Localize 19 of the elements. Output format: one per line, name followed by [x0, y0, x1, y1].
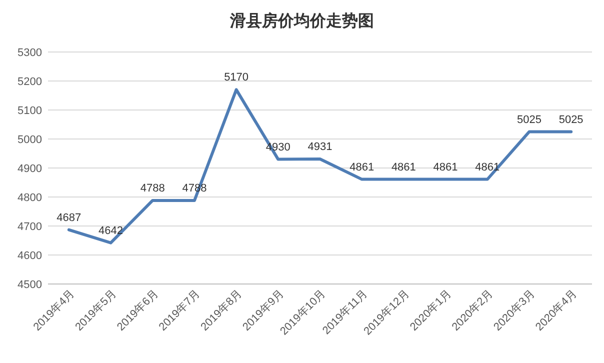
data-label: 4788	[140, 182, 165, 194]
y-tick-label: 4900	[18, 163, 42, 175]
data-label: 4931	[308, 141, 332, 154]
chart-title: 滑县房价均价走势图	[229, 11, 374, 30]
data-label: 4861	[391, 161, 416, 174]
y-tick-label: 5000	[18, 134, 42, 146]
data-label: 5170	[224, 72, 249, 84]
y-tick-label: 4500	[18, 279, 42, 291]
data-label: 4861	[350, 161, 374, 174]
y-tick-label: 5200	[18, 76, 42, 88]
data-label: 5025	[516, 114, 542, 126]
y-tick-label: 5100	[18, 105, 42, 117]
y-tick-label: 5300	[18, 47, 42, 59]
y-tick-label: 4600	[18, 250, 42, 262]
data-label: 4687	[56, 212, 82, 224]
data-label: 4861	[433, 161, 458, 174]
y-tick-label: 4800	[18, 192, 42, 204]
data-label: 5025	[558, 114, 584, 126]
y-tick-label: 4700	[18, 221, 42, 233]
